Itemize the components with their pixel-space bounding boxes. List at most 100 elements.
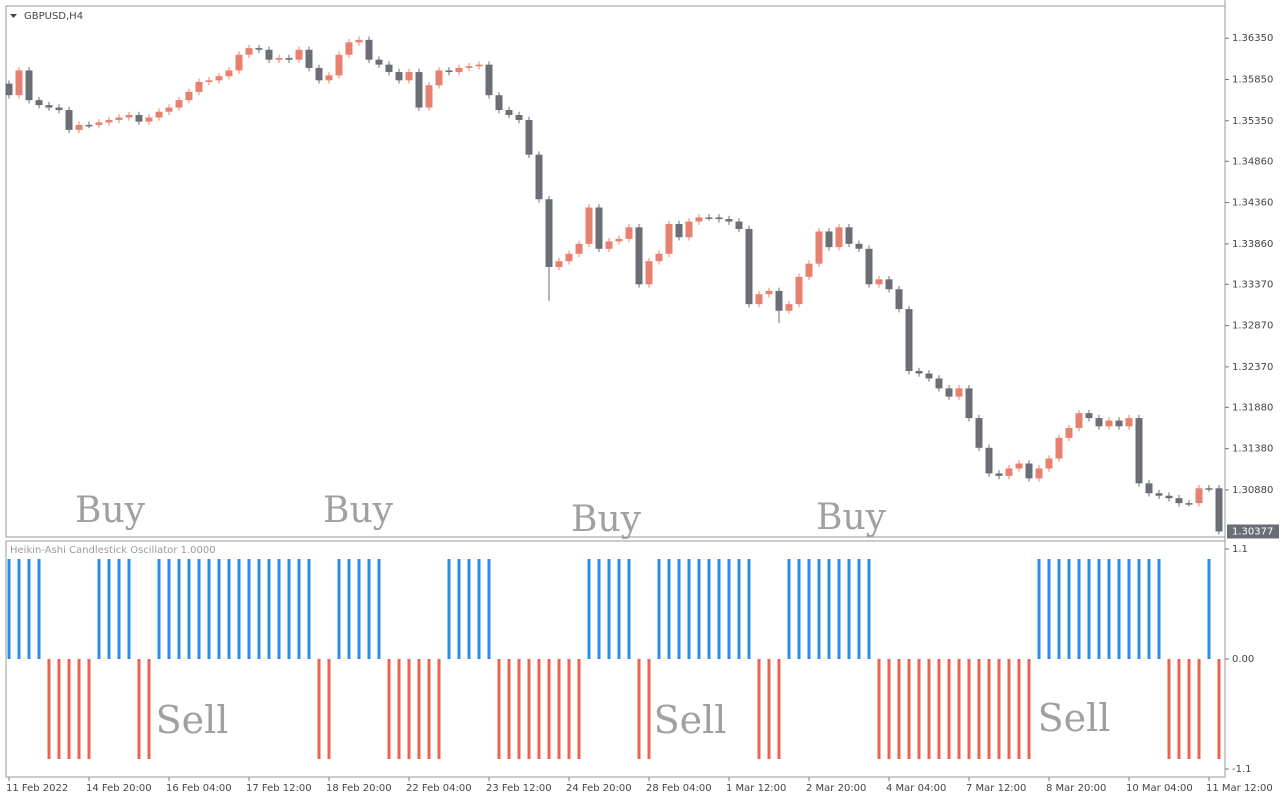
oscillator-bar: [487, 559, 491, 659]
oscillator-bar: [1127, 559, 1131, 659]
candle-body: [115, 117, 123, 120]
oscillator-bar: [677, 559, 681, 659]
candle-body: [215, 76, 223, 81]
oscillator-bar: [197, 559, 201, 659]
candle-body: [195, 81, 203, 92]
oscillator-bar: [207, 559, 211, 659]
candle-body: [505, 110, 513, 116]
oscillator-bar: [17, 559, 21, 659]
candle-body: [5, 83, 13, 96]
candle-body: [1035, 468, 1043, 479]
oscillator-bar: [907, 659, 911, 759]
candle-body: [1215, 488, 1223, 532]
oscillator-bar: [857, 559, 861, 659]
oscillator-bar: [607, 559, 611, 659]
candle-body: [675, 224, 683, 238]
candle-body: [995, 473, 1003, 476]
candle-body: [275, 58, 283, 60]
x-tick-label: 7 Mar 12:00: [966, 783, 1026, 794]
oscillator-bar: [307, 559, 311, 659]
oscillator-bar: [1057, 559, 1061, 659]
candle-body: [135, 115, 143, 122]
oscillator-bar: [417, 659, 421, 759]
oscillator-bar: [947, 659, 951, 759]
oscillator-bar: [957, 659, 961, 759]
oscillator-bar: [297, 559, 301, 659]
candle-body: [965, 388, 973, 419]
oscillator-bar: [517, 659, 521, 759]
oscillator-bar: [577, 659, 581, 759]
oscillator-bar: [1097, 559, 1101, 659]
y-tick-label: 1.35850: [1232, 74, 1273, 85]
candle-body: [885, 279, 893, 290]
annotation: Buy: [816, 497, 887, 538]
oscillator-bar: [137, 659, 141, 759]
oscillator-bar: [267, 559, 271, 659]
annotation: Buy: [75, 490, 146, 531]
candle-body: [585, 207, 593, 244]
oscillator-bar: [927, 659, 931, 759]
oscillator-bar: [867, 559, 871, 659]
oscillator-bar: [807, 559, 811, 659]
candle-body: [35, 100, 43, 106]
oscillator-bar: [717, 559, 721, 659]
candle-body: [15, 70, 23, 96]
candle-body: [385, 64, 393, 73]
candle-body: [1105, 420, 1113, 427]
candle-body: [395, 72, 403, 81]
candle-body: [905, 309, 913, 372]
oscillator-bar: [337, 559, 341, 659]
oscillator-bar: [217, 559, 221, 659]
y-tick-label: 1.33860: [1232, 239, 1273, 250]
oscillator-bar: [617, 559, 621, 659]
oscillator-bar: [127, 559, 131, 659]
candle-body: [525, 119, 533, 155]
annotation: Buy: [323, 490, 394, 531]
oscillator-bar: [1107, 559, 1111, 659]
oscillator-bar: [327, 659, 331, 759]
oscillator-bar: [1137, 559, 1141, 659]
oscillator-bar: [1077, 559, 1081, 659]
oscillator-bar: [687, 559, 691, 659]
oscillator-bar: [177, 559, 181, 659]
candle-body: [615, 238, 623, 242]
symbol-menu-icon[interactable]: [10, 14, 17, 18]
oscillator-bar: [1027, 659, 1031, 759]
candle-body: [605, 241, 613, 249]
candle-body: [1005, 468, 1013, 476]
annotation: Sell: [654, 698, 727, 742]
candle-body: [1195, 488, 1203, 504]
candle-body: [1135, 418, 1143, 484]
candle-body: [975, 418, 983, 448]
candle-body: [375, 59, 383, 65]
oscillator-bar: [827, 559, 831, 659]
candle-body: [985, 447, 993, 474]
candle-body: [95, 122, 103, 125]
candle-body: [805, 263, 813, 277]
indicator-label: Heikin-Ashi Candlestick Oscillator 1.000…: [10, 545, 216, 556]
oscillator-bar: [987, 659, 991, 759]
oscillator-bar: [647, 659, 651, 759]
candle-body: [415, 72, 423, 108]
oscillator-bar: [477, 559, 481, 659]
oscillator-bar: [367, 559, 371, 659]
last-price-box: [1227, 524, 1279, 539]
candle-body: [405, 72, 413, 81]
candle-body: [285, 58, 293, 60]
x-tick-label: 28 Feb 04:00: [646, 783, 712, 794]
candle-body: [255, 48, 263, 50]
candle-body: [955, 388, 963, 397]
oscillator-bar: [457, 559, 461, 659]
oscillator-bar: [387, 659, 391, 759]
oscillator-bar: [847, 559, 851, 659]
oscillator-bar: [67, 659, 71, 759]
candle-body: [1115, 420, 1123, 427]
oscillator-bar: [437, 659, 441, 759]
oscillator-bar: [997, 659, 1001, 759]
oscillator-bar: [1187, 659, 1191, 759]
x-tick-label: 16 Feb 04:00: [166, 783, 232, 794]
candle-body: [645, 261, 653, 285]
oscillator-bar: [47, 659, 51, 759]
